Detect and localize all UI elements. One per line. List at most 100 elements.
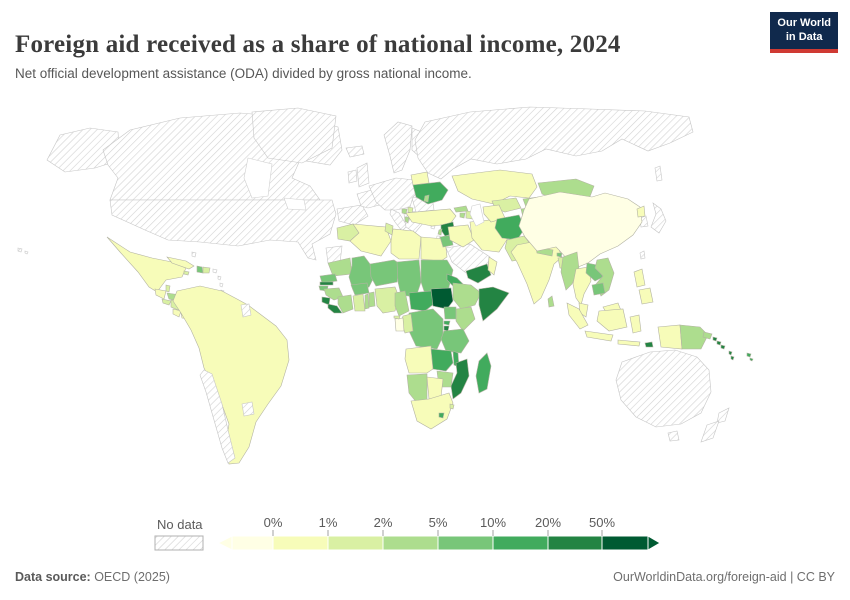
country-tanzania[interactable] xyxy=(440,328,470,354)
legend-bin-1-2[interactable] xyxy=(327,535,384,551)
country-ghana[interactable] xyxy=(352,293,366,312)
country-niger[interactable] xyxy=(369,259,401,287)
country-equatorial-guinea[interactable] xyxy=(393,315,401,320)
country-philippines-mindanao[interactable] xyxy=(638,287,654,305)
country-japan[interactable] xyxy=(650,202,667,234)
country-cambodia[interactable] xyxy=(591,282,606,296)
country-central-african-republic[interactable] xyxy=(408,290,436,312)
country-new-zealand-south[interactable] xyxy=(700,420,720,443)
country-indonesia-lesser-sunda[interactable] xyxy=(617,339,641,347)
country-australia[interactable] xyxy=(615,349,712,428)
country-indonesia-java[interactable] xyxy=(584,330,614,342)
country-haiti[interactable] xyxy=(196,265,204,274)
country-mali[interactable] xyxy=(348,255,375,291)
country-burkina-faso[interactable] xyxy=(350,282,370,296)
country-senegal[interactable] xyxy=(319,273,338,284)
country-madagascar[interactable] xyxy=(475,352,492,394)
legend-bin-10-20[interactable] xyxy=(492,535,549,551)
country-solomon-islands[interactable] xyxy=(712,336,726,350)
country-hawaii[interactable] xyxy=(17,247,29,255)
country-indonesia-papua[interactable] xyxy=(657,324,683,350)
country-dr-congo[interactable] xyxy=(408,308,444,350)
legend-bin-le0[interactable] xyxy=(231,535,274,551)
country-eswatini[interactable] xyxy=(449,403,455,410)
country-ethiopia[interactable] xyxy=(452,282,482,310)
owid-logo[interactable]: Our World in Data xyxy=(770,12,838,53)
owid-link[interactable]: OurWorldinData.org/foreign-aid | CC BY xyxy=(613,570,835,584)
country-laos[interactable] xyxy=(585,262,604,282)
country-lebanon[interactable] xyxy=(437,228,443,236)
country-united-kingdom[interactable] xyxy=(356,162,370,188)
country-togo[interactable] xyxy=(364,293,370,310)
country-iraq[interactable] xyxy=(447,224,475,248)
country-iberia[interactable] xyxy=(336,204,369,226)
country-south-sudan[interactable] xyxy=(430,287,454,310)
country-belarus[interactable] xyxy=(410,171,430,186)
country-oman[interactable] xyxy=(487,256,498,276)
country-south-america[interactable] xyxy=(172,285,290,465)
country-libya[interactable] xyxy=(390,228,422,260)
country-albania[interactable] xyxy=(404,216,410,224)
country-mozambique[interactable] xyxy=(450,358,470,400)
country-philippines-luzon[interactable] xyxy=(633,268,646,288)
country-bahamas[interactable] xyxy=(191,251,197,258)
country-timor-leste[interactable] xyxy=(644,341,654,348)
country-china[interactable] xyxy=(518,191,643,268)
country-myanmar[interactable] xyxy=(560,251,580,291)
country-jamaica[interactable] xyxy=(183,270,190,276)
country-united-states[interactable] xyxy=(109,199,337,261)
country-vanuatu[interactable] xyxy=(728,350,735,361)
country-el-salvador[interactable] xyxy=(161,298,172,306)
country-gabon[interactable] xyxy=(394,317,405,332)
country-north-korea[interactable] xyxy=(636,205,646,218)
country-gambia[interactable] xyxy=(319,281,334,286)
country-cuba[interactable] xyxy=(166,256,195,270)
country-dominican-republic[interactable] xyxy=(202,266,211,274)
legend-no-data-swatch[interactable] xyxy=(154,535,204,551)
country-ireland[interactable] xyxy=(347,169,358,184)
country-somalia[interactable] xyxy=(478,286,510,322)
country-chile[interactable] xyxy=(199,369,236,464)
country-algeria[interactable] xyxy=(349,223,392,257)
country-fiji[interactable] xyxy=(746,352,754,362)
country-lesotho[interactable] xyxy=(438,412,445,419)
legend-bin-0-1[interactable] xyxy=(272,535,329,551)
legend-bin-gt50[interactable] xyxy=(601,535,649,551)
country-russia[interactable] xyxy=(414,106,694,180)
country-burundi[interactable] xyxy=(443,325,450,332)
country-papua-new-guinea[interactable] xyxy=(679,324,709,350)
country-indonesia-sulawesi[interactable] xyxy=(629,314,642,334)
country-new-britain[interactable] xyxy=(702,331,713,340)
country-moldova[interactable] xyxy=(423,194,430,203)
country-sakhalin[interactable] xyxy=(654,165,663,182)
country-french-guiana[interactable] xyxy=(240,303,252,318)
country-scandinavia[interactable] xyxy=(383,121,413,174)
country-indonesia-sumatra[interactable] xyxy=(566,302,589,330)
country-uruguay[interactable] xyxy=(241,401,255,417)
country-costa-rica[interactable] xyxy=(172,308,182,318)
country-chad[interactable] xyxy=(396,259,422,298)
country-ukraine[interactable] xyxy=(412,181,449,205)
country-yemen[interactable] xyxy=(465,263,492,284)
legend-arrow-right[interactable] xyxy=(647,535,661,551)
country-rwanda[interactable] xyxy=(443,320,451,326)
country-nigeria[interactable] xyxy=(374,286,400,314)
country-uganda[interactable] xyxy=(443,306,457,320)
country-bhutan[interactable] xyxy=(556,252,563,258)
country-kazakhstan[interactable] xyxy=(451,169,538,205)
country-benin[interactable] xyxy=(368,291,376,308)
country-serbia[interactable] xyxy=(407,206,414,214)
country-new-zealand-north[interactable] xyxy=(716,407,730,424)
country-liberia[interactable] xyxy=(327,303,343,314)
country-guatemala[interactable] xyxy=(154,288,167,300)
legend-bin-2-5[interactable] xyxy=(382,535,439,551)
country-angola[interactable] xyxy=(404,345,434,374)
country-mexico[interactable] xyxy=(106,236,187,293)
country-kenya[interactable] xyxy=(455,306,476,332)
country-cameroon[interactable] xyxy=(394,290,410,317)
legend-arrow-left[interactable] xyxy=(216,535,233,551)
country-puerto-rico[interactable] xyxy=(212,268,218,274)
country-sierra-leone[interactable] xyxy=(321,296,331,306)
country-indonesia-kalimantan[interactable] xyxy=(596,308,628,332)
country-greenland[interactable] xyxy=(251,107,337,164)
